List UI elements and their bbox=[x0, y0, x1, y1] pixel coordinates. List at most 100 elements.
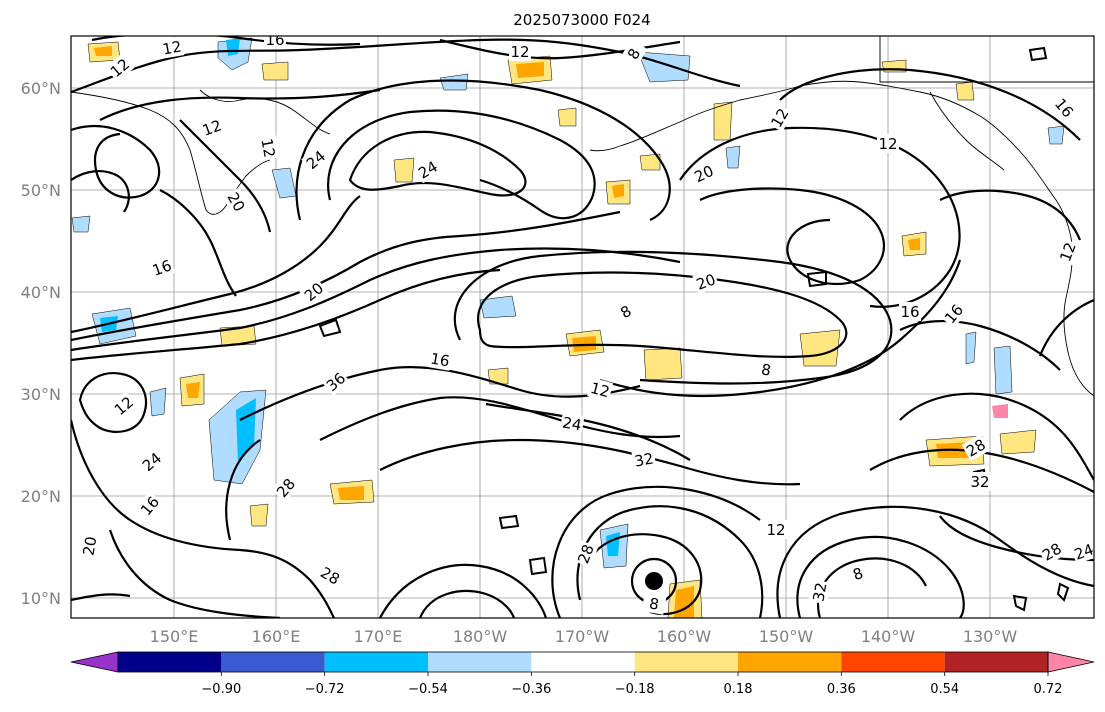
longitude-tick-label: 180°W bbox=[453, 627, 508, 646]
contour-label-text: 24 bbox=[561, 413, 583, 434]
contour-label-halo bbox=[631, 448, 657, 471]
contour-label: 12 bbox=[159, 36, 185, 59]
contour-label-halo bbox=[222, 187, 251, 217]
shade-positive bbox=[572, 336, 596, 352]
contour-label: 24 bbox=[559, 412, 585, 435]
contour-label-text: 16 bbox=[429, 349, 451, 370]
contour-label-halo bbox=[899, 302, 921, 321]
contour-label-halo bbox=[808, 579, 831, 605]
colorbar-tick-label: −0.90 bbox=[201, 682, 241, 697]
shade-positive bbox=[639, 153, 661, 171]
contour-label-halo bbox=[257, 135, 280, 161]
contour-label: 8 bbox=[753, 358, 779, 381]
contour-label-halo bbox=[148, 254, 176, 281]
contour-label-text: 8 bbox=[648, 594, 661, 613]
contour-label-halo bbox=[1050, 93, 1079, 123]
contour-label: 12 bbox=[587, 377, 614, 402]
contour-label-halo bbox=[559, 412, 585, 435]
latitude-tick-label: 50°N bbox=[21, 181, 61, 200]
contour-label-halo bbox=[587, 377, 614, 402]
storm-center-marker bbox=[645, 572, 663, 590]
contour-label-halo bbox=[198, 114, 226, 141]
contour-label-halo bbox=[315, 561, 345, 590]
latitude-tick-label: 10°N bbox=[21, 589, 61, 608]
contour-label: 12 bbox=[877, 134, 899, 153]
shade-positive bbox=[643, 347, 683, 381]
colorbar-tick-label: 0.54 bbox=[930, 682, 959, 697]
longitude-tick-label: 150°W bbox=[759, 627, 814, 646]
latitude-axis: 60°N 50°N 40°N 30°N 20°N 10°N bbox=[21, 79, 61, 608]
contour-label-text: 20 bbox=[79, 535, 100, 557]
shade-negative bbox=[439, 73, 469, 91]
colorbar-segment bbox=[531, 652, 635, 672]
contour-label: 8 bbox=[844, 560, 872, 587]
map-panel bbox=[71, 36, 1094, 618]
latitude-tick-label: 30°N bbox=[21, 385, 61, 404]
contour-label-halo bbox=[611, 297, 641, 326]
longitude-tick-label: 170°W bbox=[555, 627, 610, 646]
colorbar-tick-label: 0.18 bbox=[724, 682, 753, 697]
shade-negative bbox=[965, 331, 977, 365]
contour-label: 8 bbox=[611, 297, 641, 326]
contour-label-text: 32 bbox=[809, 581, 830, 603]
longitude-axis: 150°E 160°E 170°E 180°W 170°W 160°W 150°W 140°W… bbox=[150, 627, 1018, 646]
colorbar-extend-low bbox=[70, 651, 119, 673]
contour-label-halo bbox=[844, 560, 872, 587]
colorbar-segment bbox=[841, 652, 945, 672]
colorbar-tick-label: −0.54 bbox=[408, 682, 448, 697]
colorbar-tick-label: 0.72 bbox=[1034, 682, 1063, 697]
contour-label: 12 bbox=[765, 520, 787, 539]
shade-positive bbox=[393, 157, 415, 183]
contour-label-text: 28 bbox=[574, 542, 597, 566]
contour-label-text: 12 bbox=[161, 37, 183, 58]
shade-positive bbox=[908, 238, 920, 250]
contour-label-halo bbox=[641, 592, 667, 615]
shade-negative bbox=[479, 295, 517, 319]
contour-label-halo bbox=[619, 39, 648, 69]
contour-label-text: 12 bbox=[878, 135, 897, 153]
contour-label-halo bbox=[765, 103, 794, 133]
contour-label-halo bbox=[105, 53, 135, 82]
latitude-tick-label: 20°N bbox=[21, 487, 61, 506]
contour-label: 32 bbox=[808, 579, 831, 605]
contour-label-text: 12 bbox=[588, 379, 611, 401]
longitude-tick-label: 160°W bbox=[657, 627, 712, 646]
shade-positive bbox=[674, 586, 694, 618]
contour-label-halo bbox=[427, 348, 453, 371]
longitude-tick-label: 170°E bbox=[354, 627, 403, 646]
contour-label: 12 bbox=[1054, 238, 1081, 266]
contour-label: 16 bbox=[427, 348, 453, 371]
colorbar-segment bbox=[634, 652, 738, 672]
contour-label-text: 16 bbox=[265, 31, 284, 49]
shade-positive bbox=[992, 404, 1008, 418]
contour-label-halo bbox=[271, 473, 300, 503]
contour-label-halo bbox=[753, 358, 779, 381]
colorbar-segment bbox=[324, 652, 428, 672]
gridlines bbox=[71, 36, 1094, 618]
contour-label-text: 12 bbox=[257, 137, 278, 159]
shade-positive bbox=[557, 107, 577, 127]
contour-label: 20 bbox=[692, 268, 720, 295]
contour-label-halo bbox=[572, 540, 599, 568]
coastlines bbox=[71, 36, 1094, 397]
contour-label-halo bbox=[413, 155, 443, 184]
latitude-tick-label: 40°N bbox=[21, 283, 61, 302]
colorbar-segment bbox=[118, 652, 222, 672]
contour-label-halo bbox=[159, 36, 185, 59]
contour-label-halo bbox=[877, 134, 899, 153]
contour-label-text: 16 bbox=[900, 303, 919, 321]
shade-negative bbox=[725, 145, 741, 169]
colorbar-extend-high bbox=[1047, 651, 1095, 673]
contour-label-text: 12 bbox=[510, 43, 529, 61]
latitude-tick-label: 60°N bbox=[21, 79, 61, 98]
contour-label-halo bbox=[264, 36, 286, 49]
contour-label-text: 12 bbox=[1056, 240, 1079, 264]
contour-label: 16 bbox=[148, 254, 176, 281]
colorbar-segment bbox=[428, 652, 532, 672]
contour-label-halo bbox=[939, 299, 968, 329]
contour-label-text: 12 bbox=[766, 521, 785, 539]
contour-label-halo bbox=[78, 533, 101, 559]
map-title: 2025073000 F024 bbox=[513, 11, 650, 29]
